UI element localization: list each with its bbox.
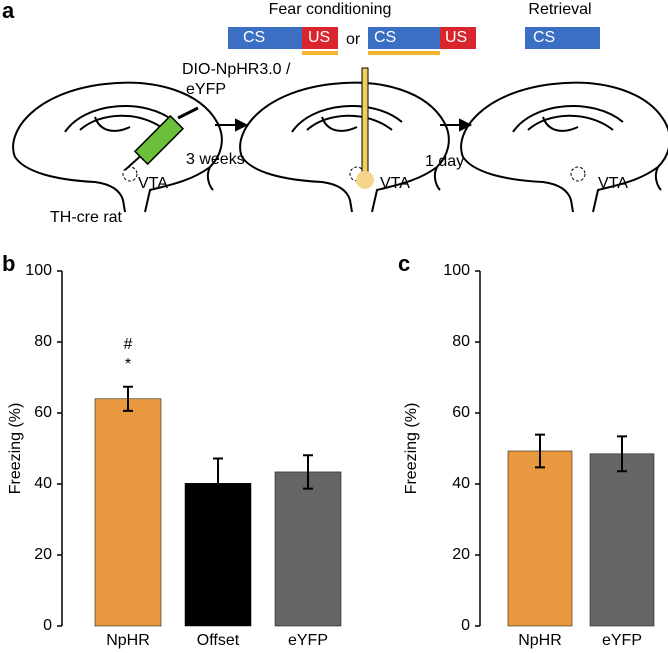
error-bar (617, 435, 627, 473)
brain (460, 81, 668, 213)
brain (239, 81, 450, 213)
animal-text: TH-cre rat (50, 209, 123, 226)
panel-label: c (398, 251, 410, 276)
y-tick-label: 0 (43, 617, 52, 634)
light-bar (302, 51, 338, 55)
bar (274, 471, 342, 627)
bar (507, 450, 573, 627)
panel-label: a (2, 0, 15, 23)
y-tick-label: 0 (461, 617, 470, 634)
annotation: * (125, 356, 131, 373)
bar (94, 398, 162, 627)
wait-text: 1 day (425, 153, 464, 170)
y-tick-label: 20 (452, 546, 470, 563)
bar (589, 453, 655, 627)
cs-label: CS (533, 29, 555, 46)
cs-label: CS (243, 29, 265, 46)
cs-box (368, 27, 440, 49)
y-axis-label: Freezing (%) (7, 403, 24, 495)
vta-text: VTA (138, 175, 168, 192)
y-tick-label: 100 (443, 262, 470, 279)
retrieval-title: Retrieval (528, 1, 591, 18)
error-bar (535, 433, 545, 469)
arrow (215, 118, 473, 132)
y-tick-label: 60 (34, 404, 52, 421)
us-box (302, 27, 338, 49)
fear-title: Fear conditioning (269, 1, 392, 18)
us-label: US (445, 29, 467, 46)
wait-text: 3 weeks (186, 151, 245, 168)
syringe (124, 106, 199, 171)
or-text: or (346, 31, 361, 48)
us-label: US (308, 29, 330, 46)
error-bar (213, 457, 223, 510)
y-tick-label: 100 (25, 262, 52, 279)
light-bar (368, 51, 440, 55)
virus-text: eYFP (186, 81, 226, 98)
optic-fiber (356, 67, 374, 189)
y-tick-label: 40 (452, 475, 470, 492)
cs-box (228, 27, 302, 49)
x-tick-label: eYFP (602, 632, 642, 649)
y-tick-label: 40 (34, 475, 52, 492)
brain (12, 81, 223, 213)
x-tick-label: Offset (197, 632, 240, 649)
y-tick-label: 60 (452, 404, 470, 421)
panel-label: b (2, 251, 15, 276)
panel-a: a Fear conditioning Retrieval CS US CS U… (2, 0, 668, 226)
cs-box (525, 27, 600, 49)
x-tick-label: NpHR (106, 632, 150, 649)
y-axis-label: Freezing (%) (403, 403, 420, 495)
cs-label: CS (374, 29, 396, 46)
annotation: # (124, 336, 133, 353)
y-tick-label: 20 (34, 546, 52, 563)
us-box (440, 27, 476, 49)
y-tick-label: 80 (452, 333, 470, 350)
vta-text: VTA (380, 175, 410, 192)
y-tick-label: 80 (34, 333, 52, 350)
error-bar (303, 454, 313, 490)
virus-text: DIO-NpHR3.0 / (182, 61, 291, 78)
vta-text: VTA (598, 175, 628, 192)
x-tick-label: NpHR (518, 632, 562, 649)
error-bar (123, 385, 133, 412)
protocol: CS US CS US CS (228, 27, 600, 55)
x-tick-label: eYFP (288, 632, 328, 649)
